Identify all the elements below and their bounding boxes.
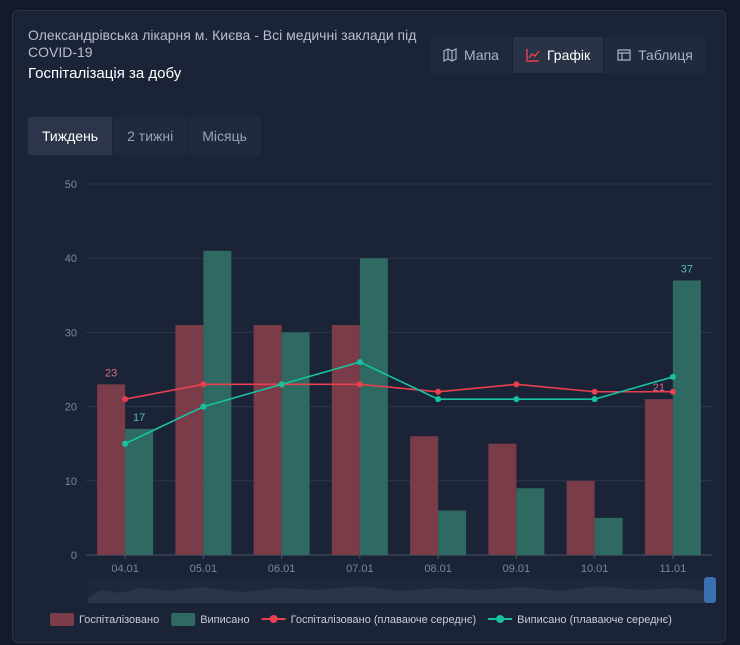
map-button[interactable]: Мапа: [430, 37, 512, 73]
title: Олександрівська лікарня м. Києва - Всі м…: [28, 27, 417, 60]
bar: [594, 517, 623, 555]
bar: [125, 428, 154, 555]
line-point: [200, 403, 207, 410]
map-label: Мапа: [464, 47, 499, 63]
x-tick-label: 11.01: [660, 563, 687, 575]
x-tick-label: 06.01: [268, 563, 296, 575]
line-point: [356, 359, 363, 366]
chart-button[interactable]: Графік: [512, 37, 604, 73]
legend-label: Госпіталізовано: [79, 614, 159, 626]
tab[interactable]: Тиждень: [28, 117, 113, 155]
bar: [566, 480, 595, 555]
line: [124, 383, 673, 400]
line-point: [591, 388, 598, 395]
line-point: [591, 396, 598, 403]
zoom-preview: [88, 586, 712, 603]
chart-icon: [526, 49, 540, 62]
bar: [410, 436, 439, 555]
x-tick-label: 08.01: [424, 563, 452, 575]
period-tabs: Тиждень 2 тижні Місяць: [28, 117, 262, 155]
x-tick-label: 09.01: [503, 563, 531, 575]
bar: [516, 488, 545, 555]
line-point: [200, 381, 207, 388]
table-label: Таблиця: [638, 47, 693, 63]
legend-swatch: [496, 615, 505, 623]
y-tick-label: 0: [71, 550, 77, 562]
line-point: [669, 373, 676, 380]
line-point: [278, 381, 285, 388]
data-label: 23: [105, 367, 117, 379]
legend-label: Госпіталізовано (плаваюче середнє): [291, 614, 477, 626]
y-tick-label: 20: [65, 402, 77, 414]
y-tick-label: 10: [65, 476, 77, 488]
legend-swatch: [50, 613, 74, 626]
y-tick-label: 40: [65, 253, 77, 265]
bar: [644, 399, 673, 555]
tab[interactable]: Місяць: [188, 117, 261, 155]
legend-swatch: [171, 613, 196, 626]
x-tick-label: 10.01: [581, 563, 609, 575]
x-tick-label: 07.01: [346, 563, 374, 575]
view-buttons: Мапа Графік Таблиця: [430, 37, 707, 73]
y-tick-label: 50: [65, 179, 77, 191]
zoom-handle[interactable]: [704, 577, 716, 603]
line: [124, 361, 674, 445]
table-icon: [617, 49, 631, 61]
line-point: [122, 396, 129, 403]
y-tick-label: 30: [65, 327, 77, 339]
legend-label: Виписано (плаваюче середнє): [517, 614, 672, 626]
bar: [488, 443, 517, 555]
line-point: [356, 381, 363, 388]
line-point: [669, 388, 676, 395]
legend-label: Виписано: [200, 614, 249, 626]
bar: [281, 332, 310, 555]
bar: [672, 280, 701, 555]
bar: [438, 510, 467, 555]
line-point: [513, 381, 520, 388]
tab[interactable]: 2 тижні: [113, 117, 188, 155]
subtitle: Госпіталізація за добу: [28, 65, 182, 82]
map-icon: [443, 48, 457, 62]
data-label: 17: [133, 412, 145, 424]
x-tick-label: 04.01: [111, 563, 139, 575]
line-point: [435, 388, 442, 395]
bar: [359, 258, 388, 555]
line-point: [435, 396, 442, 403]
bar: [331, 324, 360, 555]
line-point: [122, 440, 129, 447]
bar: [253, 324, 282, 555]
data-label: 37: [681, 263, 693, 275]
chart-label: Графік: [546, 47, 591, 63]
x-tick-label: 05.01: [190, 563, 218, 575]
bar: [97, 384, 126, 555]
table-button[interactable]: Таблиця: [604, 37, 706, 73]
legend-swatch: [269, 615, 278, 623]
bar: [175, 324, 204, 555]
line-point: [513, 396, 520, 403]
